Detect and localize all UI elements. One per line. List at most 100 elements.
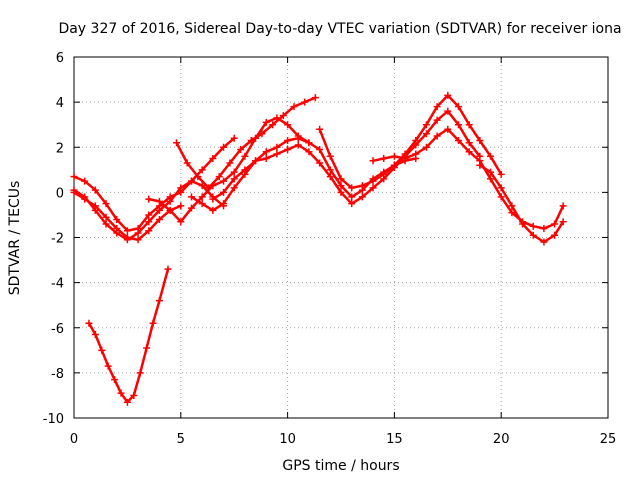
data-point bbox=[476, 161, 484, 169]
y-tick-label: 0 bbox=[56, 186, 64, 201]
data-point bbox=[508, 202, 516, 210]
data-point bbox=[237, 146, 245, 154]
data-point bbox=[301, 98, 309, 106]
data-point bbox=[476, 136, 484, 144]
chart-title: Day 327 of 2016, Sidereal Day-to-day VTE… bbox=[58, 21, 621, 37]
data-point bbox=[454, 121, 462, 129]
data-point bbox=[215, 173, 223, 181]
x-tick-label: 10 bbox=[279, 432, 296, 447]
y-tick-label: -10 bbox=[43, 412, 64, 427]
data-point bbox=[91, 186, 99, 194]
data-point bbox=[444, 107, 452, 115]
data-point bbox=[465, 121, 473, 129]
data-point bbox=[81, 195, 89, 203]
data-point bbox=[497, 184, 505, 192]
data-point bbox=[113, 215, 121, 223]
x-tick-label: 0 bbox=[70, 432, 78, 447]
data-point bbox=[487, 152, 495, 160]
series-arc-5 bbox=[173, 94, 319, 192]
data-point bbox=[551, 231, 559, 239]
data-point bbox=[209, 206, 217, 214]
x-axis-label: GPS time / hours bbox=[282, 458, 399, 474]
data-point bbox=[258, 130, 266, 138]
data-point bbox=[187, 177, 195, 185]
data-point bbox=[155, 197, 163, 205]
y-tick-label: -2 bbox=[51, 232, 64, 247]
data-point bbox=[508, 209, 516, 217]
data-point bbox=[422, 130, 430, 138]
data-point bbox=[230, 184, 238, 192]
data-point bbox=[326, 166, 334, 174]
data-point bbox=[559, 218, 567, 226]
data-point bbox=[311, 94, 319, 102]
data-point bbox=[305, 139, 313, 147]
data-point bbox=[444, 91, 452, 99]
y-axis-label: SDTVAR / TECUs bbox=[7, 181, 23, 296]
series-trace bbox=[175, 96, 317, 190]
y-tick-label: -4 bbox=[51, 277, 64, 292]
axis-ticks: 0 5 10 15 20 25 -10 -8 -6 -4 -2 0 2 4 6 bbox=[43, 51, 617, 447]
data-point bbox=[294, 141, 302, 149]
x-tick-label: 5 bbox=[177, 432, 185, 447]
data-point bbox=[497, 193, 505, 201]
data-point bbox=[155, 206, 163, 214]
data-point bbox=[177, 218, 185, 226]
data-point bbox=[134, 236, 142, 244]
data-point bbox=[487, 175, 495, 183]
data-point bbox=[337, 188, 345, 196]
data-point bbox=[177, 184, 185, 192]
x-tick-label: 15 bbox=[386, 432, 403, 447]
data-point bbox=[149, 319, 157, 327]
data-point bbox=[134, 229, 142, 237]
series-trace bbox=[371, 127, 565, 230]
data-point bbox=[380, 155, 388, 163]
data-point bbox=[198, 166, 206, 174]
data-point bbox=[209, 195, 217, 203]
data-point bbox=[226, 159, 234, 167]
data-point bbox=[145, 218, 153, 226]
data-point bbox=[183, 159, 191, 167]
data-point bbox=[91, 202, 99, 210]
data-point bbox=[487, 168, 495, 176]
series-trace bbox=[478, 164, 565, 244]
data-point bbox=[123, 227, 131, 235]
data-point bbox=[102, 200, 110, 208]
data-point bbox=[145, 227, 153, 235]
data-point bbox=[198, 200, 206, 208]
data-point bbox=[540, 238, 548, 246]
data-point bbox=[70, 173, 78, 181]
data-point bbox=[85, 319, 93, 327]
data-point bbox=[187, 204, 195, 212]
data-point bbox=[187, 193, 195, 201]
data-point bbox=[433, 103, 441, 111]
data-point bbox=[113, 224, 121, 232]
data-point bbox=[209, 155, 217, 163]
data-point bbox=[433, 132, 441, 140]
data-point bbox=[326, 152, 334, 160]
data-point bbox=[220, 200, 228, 208]
data-point bbox=[145, 211, 153, 219]
data-point bbox=[540, 224, 548, 232]
data-point bbox=[273, 150, 281, 158]
data-point bbox=[136, 369, 144, 377]
data-point bbox=[369, 184, 377, 192]
data-point bbox=[247, 136, 255, 144]
data-point bbox=[412, 136, 420, 144]
data-point bbox=[390, 152, 398, 160]
data-point bbox=[143, 344, 151, 352]
series-trace bbox=[72, 136, 236, 232]
data-point bbox=[497, 170, 505, 178]
data-point bbox=[358, 182, 366, 190]
series-arc-1 bbox=[70, 134, 238, 235]
data-series bbox=[70, 91, 567, 406]
data-point bbox=[316, 159, 324, 167]
data-point bbox=[98, 346, 106, 354]
data-point bbox=[230, 175, 238, 183]
data-point bbox=[102, 220, 110, 228]
y-tick-label: -6 bbox=[51, 322, 64, 337]
data-point bbox=[290, 103, 298, 111]
grid bbox=[74, 57, 608, 418]
data-point bbox=[117, 389, 125, 397]
data-point bbox=[130, 391, 138, 399]
data-point bbox=[284, 121, 292, 129]
